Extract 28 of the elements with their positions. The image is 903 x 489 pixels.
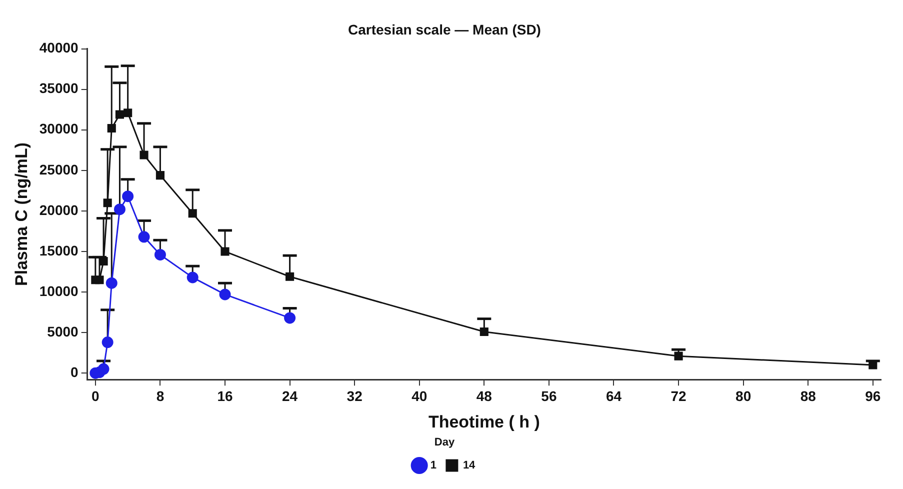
x-tick-label: 80 (736, 388, 752, 404)
x-tick-label: 64 (606, 388, 622, 404)
x-tick-label: 0 (92, 388, 100, 404)
chart-title: Cartesian scale — Mean (SD) (348, 21, 541, 38)
x-tick-label: 8 (156, 388, 164, 404)
x-tick-label: 56 (541, 388, 557, 404)
x-tick-label: 72 (670, 388, 687, 404)
x-axis-title: Theotime ( h ) (428, 412, 540, 432)
y-tick-label: 5000 (47, 323, 79, 340)
y-tick-label: 25000 (39, 161, 79, 178)
legend-title: Day (434, 436, 456, 448)
y-tick-label: 0 (70, 364, 79, 380)
y-tick-label: 10000 (39, 282, 79, 299)
x-tick-label: 88 (800, 388, 816, 404)
legend-label: 14 (462, 460, 476, 472)
y-tick-label: 15000 (39, 242, 79, 258)
y-tick-label: 35000 (39, 80, 79, 96)
y-tick-label: 20000 (39, 202, 79, 218)
y-axis-title: Plasma C (ng/mL) (12, 142, 31, 286)
x-tick-label: 16 (217, 388, 234, 404)
x-tick-label: 24 (282, 388, 298, 404)
y-tick-label: 30000 (39, 120, 79, 137)
x-tick-label: 40 (412, 388, 428, 404)
x-tick-label: 48 (476, 388, 492, 404)
y-tick-label: 40000 (39, 40, 79, 56)
x-tick-label: 96 (865, 388, 881, 404)
legend-label: 1 (430, 460, 436, 472)
x-tick-label: 32 (346, 388, 363, 404)
